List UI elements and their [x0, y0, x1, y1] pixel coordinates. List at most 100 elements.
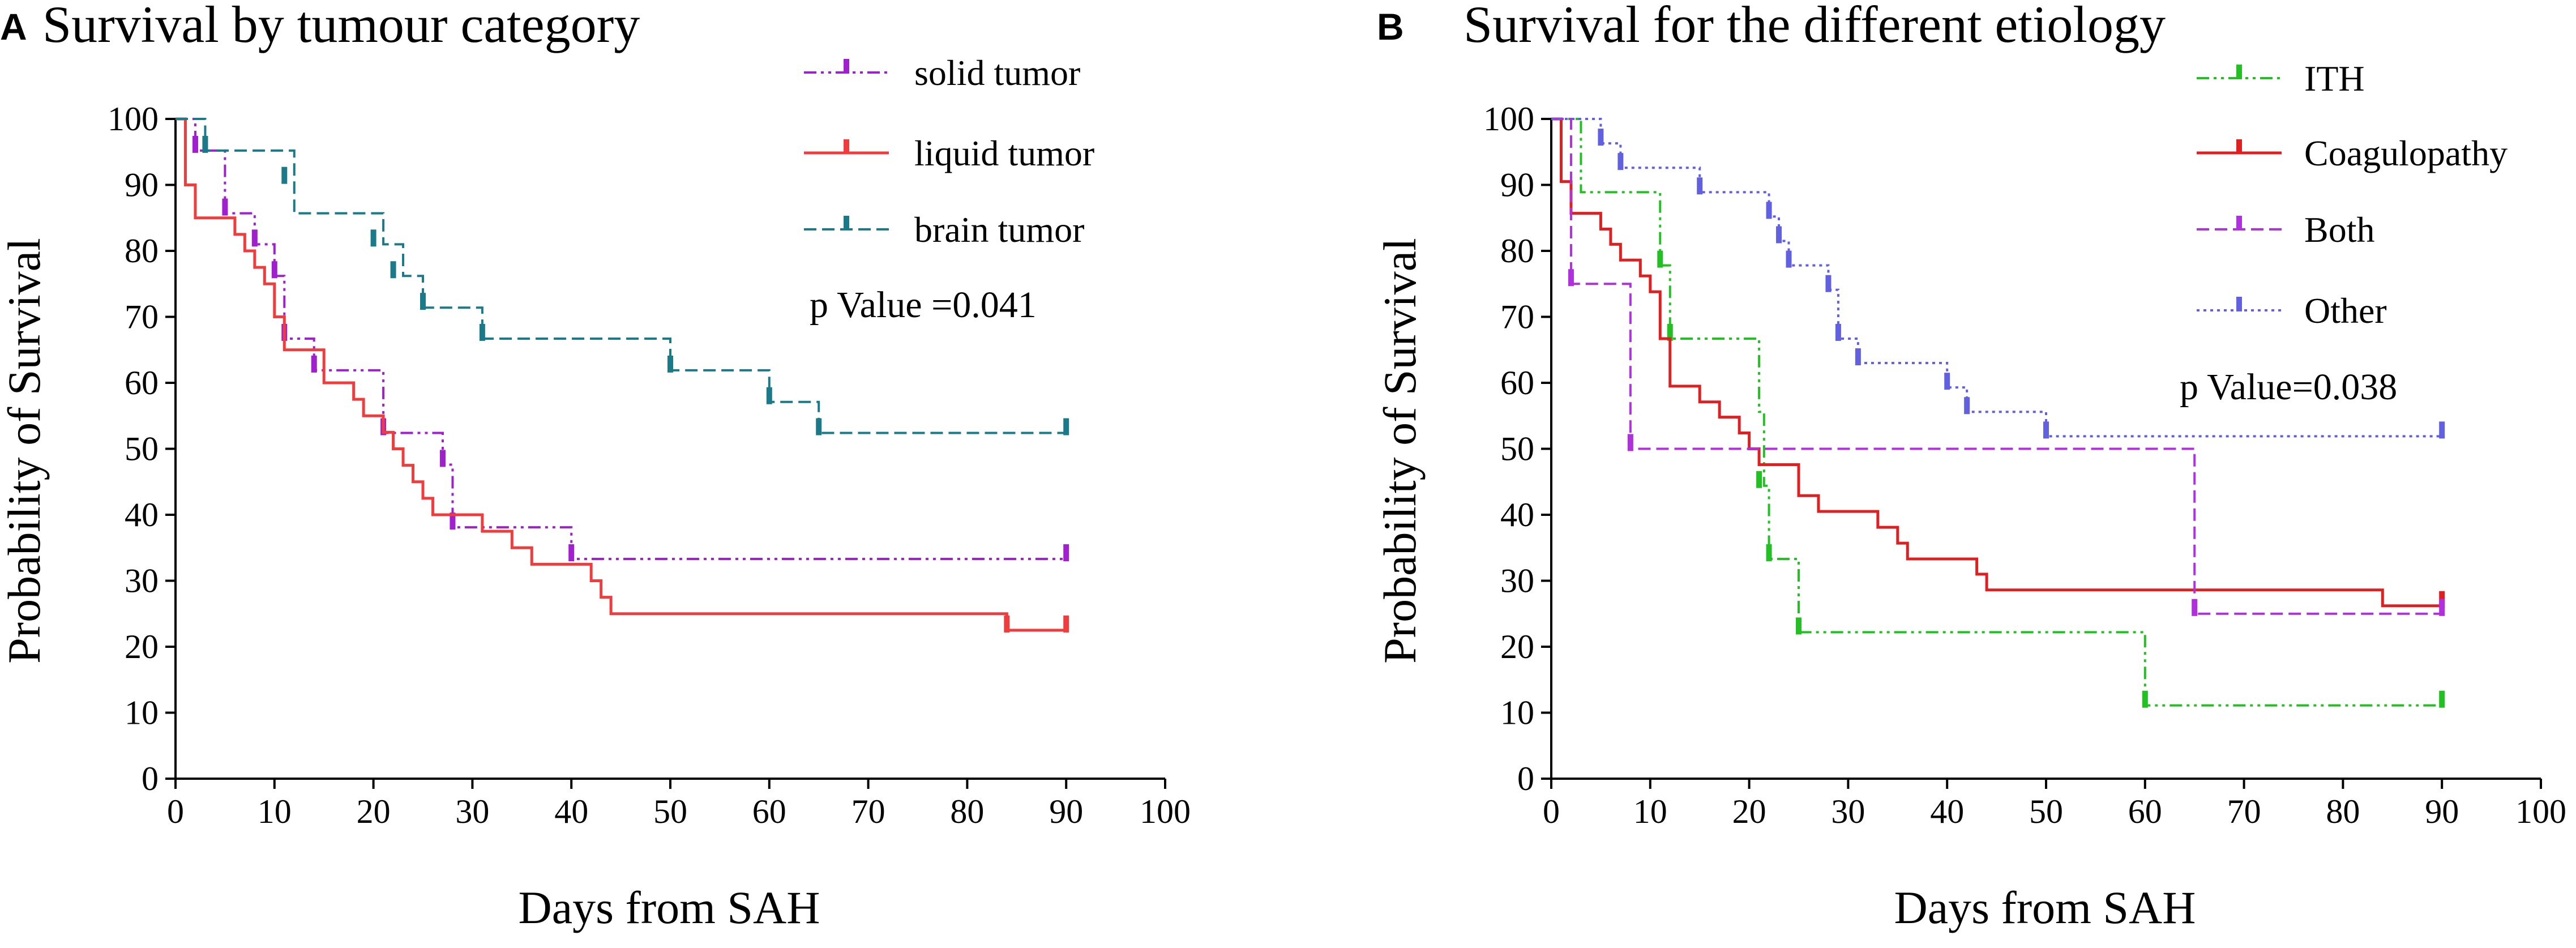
panel-b-x-tick-label: 60 [2128, 793, 2162, 830]
panel-a-censor-mark-solid-tumor [1063, 544, 1069, 562]
panel-b-x-tick-label: 30 [1831, 793, 1865, 830]
panel-b-censor-mark-ith [1667, 323, 1673, 341]
panel-b-p-value: p Value=0.038 [2180, 366, 2397, 408]
panel-a-legend-label-brain-tumor: brain tumor [914, 210, 1084, 250]
panel-b-censor-mark-other [2043, 421, 2049, 439]
panel-a-series [176, 117, 1069, 633]
panel-a-y-tick-label: 30 [125, 562, 159, 600]
panel-a-x-tick-label: 70 [851, 793, 885, 830]
panel-a-censor-mark-brain-tumor [420, 293, 426, 310]
panel-a-x-tick-label: 60 [752, 793, 786, 830]
panel-b-legend-censor-coagulopathy [2236, 139, 2242, 154]
panel-b-censor-mark-other [1855, 348, 1861, 366]
panel-b-censor-mark-other [1964, 397, 1970, 415]
panel-b-series-line-other [1551, 118, 2442, 438]
panel-b-y-tick-label: 90 [1500, 166, 1534, 204]
panel-b-censor-mark-ith [2439, 690, 2445, 708]
panel-a-p-value: p Value =0.041 [810, 284, 1037, 326]
panel-a-censor-mark-brain-tumor [816, 418, 822, 435]
panel-a-x-tick-label: 0 [167, 793, 184, 830]
panel-b-axes: 0 10 20 30 40 50 60 70 80 90 100 0 10 20 30 40 50 60 70 80 9… [1483, 100, 2566, 830]
panel-b-censor-mark-other [1598, 129, 1604, 146]
panel-a-legend-label-solid-tumor: solid tumor [914, 53, 1080, 93]
panel-a-series-line-brain-tumor [176, 118, 1067, 434]
panel-a-y-axis-label: Probability of Survival [0, 238, 50, 664]
panel-a-x-tick-label: 40 [554, 793, 588, 830]
panel-b-legend-label-both: Both [2304, 210, 2374, 250]
panel-a-censor-mark-liquid-tumor [1004, 615, 1010, 633]
panel-a-censor-mark-solid-tumor [439, 450, 446, 467]
panel-b-y-tick-label: 60 [1500, 364, 1534, 402]
panel-b: B Survival for the different etiology Da… [1374, 0, 2566, 933]
panel-b-x-tick-label: 90 [2425, 793, 2459, 830]
panel-a-y-tick-label: 80 [125, 232, 159, 270]
panel-b-censor-mark-ith [1796, 617, 1802, 635]
panel-a-censor-mark-brain-tumor [667, 355, 673, 373]
panel-a-legend-censor-liquid-tumor [844, 139, 849, 154]
panel-a-series-line-solid-tumor [176, 118, 1067, 561]
panel-b-x-tick-label: 40 [1930, 793, 1964, 830]
panel-a-censor-mark-brain-tumor [479, 323, 485, 341]
panel-a-y-tick-label: 70 [125, 298, 159, 336]
panel-a-x-tick-label: 20 [357, 793, 391, 830]
panel-b-censor-mark-other [1766, 202, 1772, 219]
panel-b-y-tick-label: 100 [1483, 100, 1534, 138]
panel-b-censor-mark-ith [1766, 544, 1772, 562]
panel-a-y-tick-label: 100 [108, 100, 159, 138]
panel-a-x-tick-label: 80 [950, 793, 984, 830]
panel-b-x-axis-label: Days from SAH [1894, 882, 2196, 933]
panel-b-censor-mark-both [1568, 269, 1574, 287]
panel-b-censor-mark-other [1618, 153, 1624, 170]
panel-a-censor-mark-solid-tumor [192, 135, 198, 153]
panel-a-censor-mark-solid-tumor [222, 198, 228, 216]
panel-a-y-tick-label: 20 [125, 628, 159, 665]
panel-b-legend-label-coagulopathy: Coagulopathy [2304, 133, 2507, 173]
panel-a-x-axis-label: Days from SAH [519, 882, 820, 933]
panel-b-y-tick-label: 40 [1500, 496, 1534, 533]
panel-a-censor-mark-brain-tumor [1063, 418, 1069, 435]
panel-a-legend-label-liquid-tumor: liquid tumor [914, 133, 1094, 173]
panel-a-censor-mark-solid-tumor [271, 261, 277, 279]
panel-a: A Survival by tumour category Days from … [0, 0, 1191, 933]
panel-b-censor-mark-other [1786, 250, 1792, 268]
panel-b-series-line-both [1551, 118, 2442, 615]
panel-a-x-tick-label: 90 [1049, 793, 1083, 830]
panel-a-x-tick-label: 10 [258, 793, 292, 830]
panel-b-legend-censor-both [2236, 216, 2242, 230]
panel-a-y-tick-label: 60 [125, 364, 159, 402]
panel-b-y-axis-label: Probability of Survival [1374, 238, 1426, 664]
panel-a-axes: 0 10 20 30 40 50 60 70 80 90 100 0 10 20 30 40 50 60 70 80 9… [108, 100, 1191, 830]
panel-a-series-line-liquid-tumor [176, 117, 1067, 632]
panel-b-series-line-coagulopathy [1551, 117, 2442, 608]
panel-b-y-tick-label: 20 [1500, 628, 1534, 665]
panel-b-legend-label-other: Other [2304, 291, 2387, 331]
panel-a-legend-censor-solid-tumor [844, 59, 849, 74]
panel-b-y-tick-label: 30 [1500, 562, 1534, 600]
panel-b-y-tick-label: 50 [1500, 430, 1534, 468]
panel-a-x-tick-label: 50 [653, 793, 687, 830]
panel-a-title: Survival by tumour category [42, 0, 640, 53]
panel-b-title: Survival for the different etiology [1464, 0, 2166, 53]
panel-a-y-tick-label: 90 [125, 166, 159, 204]
panel-b-series [1551, 117, 2445, 708]
panel-b-y-tick-label: 70 [1500, 298, 1534, 336]
panel-b-legend: ITH Coagulopathy Both Other [2197, 58, 2507, 331]
panel-a-censor-mark-solid-tumor [251, 229, 258, 247]
panel-a-censor-mark-liquid-tumor [1063, 615, 1069, 633]
panel-b-y-tick-label: 10 [1500, 694, 1534, 732]
panel-b-legend-censor-other [2236, 297, 2242, 311]
panel-a-censor-mark-brain-tumor [766, 387, 772, 404]
panel-b-x-tick-label: 80 [2326, 793, 2360, 830]
panel-a-censor-mark-solid-tumor [311, 355, 317, 373]
panel-b-y-tick-label: 0 [1517, 760, 1534, 797]
panel-a-legend-censor-brain-tumor [844, 216, 849, 230]
panel-a-y-tick-label: 0 [142, 760, 159, 797]
panel-b-censor-mark-ith [1657, 250, 1663, 268]
panel-a-y-tick-label: 50 [125, 430, 159, 468]
panel-b-x-tick-label: 20 [1732, 793, 1766, 830]
panel-a-censor-mark-solid-tumor [450, 513, 456, 530]
panel-b-censor-mark-other [1944, 373, 1950, 390]
panel-b-censor-mark-other [2439, 421, 2445, 439]
panel-a-x-tick-label: 100 [1140, 793, 1191, 830]
panel-b-legend-censor-ith [2236, 65, 2242, 79]
